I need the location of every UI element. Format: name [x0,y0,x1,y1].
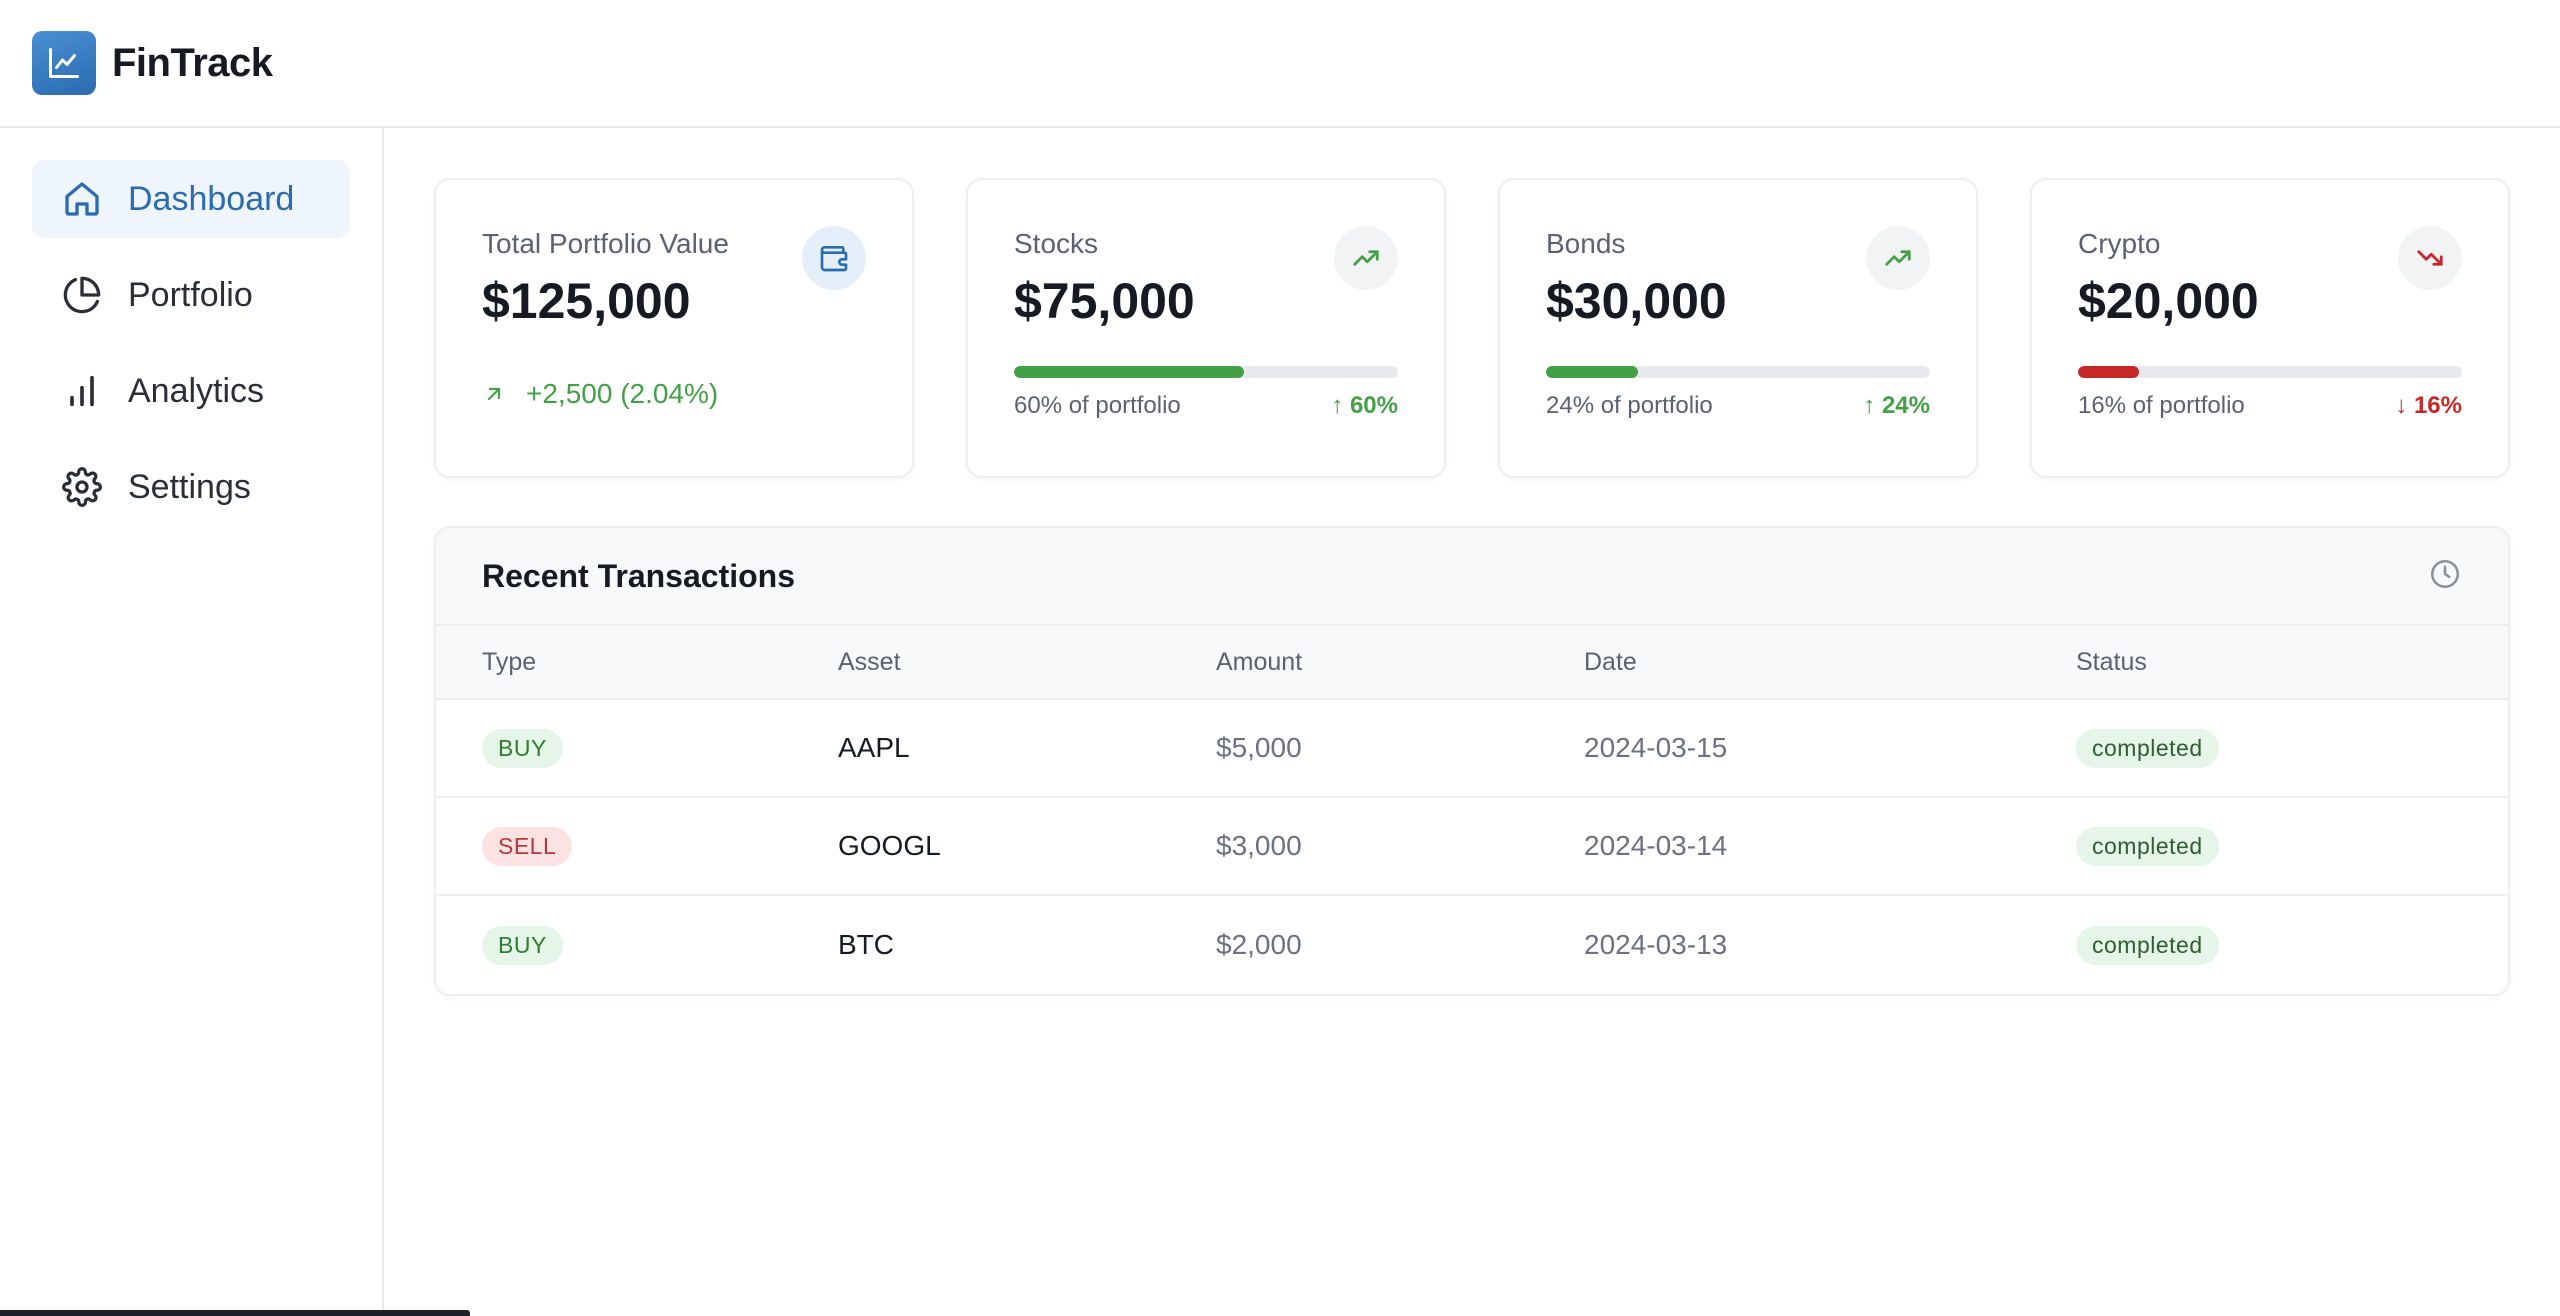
arrow-up-icon: ↑ [1331,392,1344,419]
allocation-text: 24% of portfolio [1546,392,1713,419]
date-cell: 2024-03-14 [1584,830,1728,861]
sidebar-item-analytics[interactable]: Analytics [32,352,350,430]
arrow-up-right-icon [482,382,506,406]
clock-icon[interactable] [2428,557,2462,596]
trend-indicator: ↓ 16% [2395,392,2462,420]
card-label: Total Portfolio Value [482,228,729,259]
pie-chart-icon [62,275,102,315]
status-badge: completed [2076,728,2219,768]
type-badge: BUY [482,925,563,965]
sidebar-item-settings[interactable]: Settings [32,448,350,526]
sidebar-item-label: Analytics [128,371,265,410]
portfolio-change: +2,500 (2.04%) [482,378,866,410]
table-header: Type Asset Amount Date Status [436,626,2508,700]
allocation-bar [2078,366,2462,378]
card-value: $20,000 [2078,273,2259,329]
line-chart-icon[interactable] [32,31,96,95]
allocation-bar [1014,366,1398,378]
change-value: +2,500 (2.04%) [526,378,719,409]
column-header-amount[interactable]: Amount [1216,647,1303,676]
transactions-title: Recent Transactions [482,557,795,594]
total-portfolio-card: Total Portfolio Value $125,000 +2,500 (2… [434,178,914,478]
trending-up-icon [1334,226,1398,290]
sidebar-item-label: Dashboard [128,179,295,218]
asset-cell: GOOGL [838,830,941,861]
trend-indicator: ↑ 24% [1863,392,1930,420]
allocation-text: 16% of portfolio [2078,392,2245,419]
allocation-bar [1546,366,1930,378]
trending-down-icon [2398,226,2462,290]
recent-transactions-panel: Recent Transactions Type Asset Amount Da… [434,526,2510,996]
amount-cell: $3,000 [1216,830,1302,861]
gear-icon [62,467,102,507]
arrow-up-icon: ↑ [1863,392,1876,419]
amount-cell: $2,000 [1216,929,1302,960]
allocation-meta: 60% of portfolio ↑ 60% [1014,392,1398,420]
trend-value: 60% [1349,392,1398,419]
bonds-card: Bonds $30,000 24% of portfolio ↑ 24% [1498,178,1978,478]
allocation-text: 60% of portfolio [1014,392,1181,419]
table-row[interactable]: BUY BTC $2,000 2024-03-13 completed [436,896,2508,994]
amount-cell: $5,000 [1216,732,1302,763]
card-value: $30,000 [1546,273,1727,329]
transactions-header: Recent Transactions [436,528,2508,626]
card-label: Bonds [1546,228,1626,259]
table-row[interactable]: BUY AAPL $5,000 2024-03-15 completed [436,700,2508,798]
sidebar-item-dashboard[interactable]: Dashboard [32,160,350,238]
trend-indicator: ↑ 60% [1331,392,1398,420]
date-cell: 2024-03-15 [1584,732,1728,763]
column-header-asset[interactable]: Asset [838,647,901,676]
asset-cell: BTC [838,929,894,960]
crypto-card: Crypto $20,000 16% of portfolio ↓ 16% [2030,178,2510,478]
trend-value: 16% [2413,392,2462,419]
home-icon [62,179,102,219]
allocation-meta: 24% of portfolio ↑ 24% [1546,392,1930,420]
card-label: Stocks [1014,228,1099,259]
app-name[interactable]: FinTrack [112,40,273,85]
stocks-card: Stocks $75,000 60% of portfolio ↑ 60% [966,178,1446,478]
card-label: Crypto [2078,228,2161,259]
status-badge: completed [2076,925,2219,965]
window-scrollbar[interactable] [0,1310,470,1316]
allocation-bar-fill [2078,366,2140,378]
wallet-icon [802,226,866,290]
type-badge: SELL [482,826,573,866]
table-row[interactable]: SELL GOOGL $3,000 2024-03-14 completed [436,798,2508,896]
trending-up-icon [1866,226,1930,290]
column-header-date[interactable]: Date [1584,647,1637,676]
column-header-type[interactable]: Type [482,647,537,676]
date-cell: 2024-03-13 [1584,929,1728,960]
trend-value: 24% [1881,392,1930,419]
sidebar-item-portfolio[interactable]: Portfolio [32,256,350,334]
summary-cards: Total Portfolio Value $125,000 +2,500 (2… [434,178,2510,478]
sidebar-item-label: Settings [128,467,251,506]
allocation-bar-fill [1014,366,1245,378]
sidebar: Dashboard Portfolio Analytics Settings [0,128,384,1316]
allocation-bar-fill [1546,366,1639,378]
sidebar-item-label: Portfolio [128,275,253,314]
column-header-status[interactable]: Status [2076,647,2147,676]
card-value: $75,000 [1014,273,1195,329]
type-badge: BUY [482,728,563,768]
status-badge: completed [2076,826,2219,866]
top-bar: FinTrack [0,0,2560,128]
main-content: Total Portfolio Value $125,000 +2,500 (2… [434,178,2510,996]
asset-cell: AAPL [838,732,910,763]
bar-chart-icon [62,371,102,411]
arrow-down-icon: ↓ [2395,392,2408,419]
card-value: $125,000 [482,273,691,329]
allocation-meta: 16% of portfolio ↓ 16% [2078,392,2462,420]
